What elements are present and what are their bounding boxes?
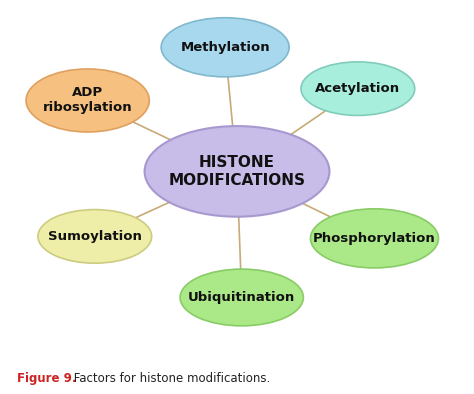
Text: Phosphorylation: Phosphorylation <box>313 232 436 245</box>
Text: Acetylation: Acetylation <box>315 82 401 95</box>
Text: ADP
ribosylation: ADP ribosylation <box>43 86 133 115</box>
Text: Methylation: Methylation <box>180 41 270 54</box>
Ellipse shape <box>180 269 303 326</box>
Ellipse shape <box>145 126 329 217</box>
Ellipse shape <box>26 69 149 132</box>
Ellipse shape <box>310 209 438 268</box>
Ellipse shape <box>38 210 152 263</box>
Text: HISTONE
MODIFICATIONS: HISTONE MODIFICATIONS <box>168 154 306 188</box>
Ellipse shape <box>301 62 415 115</box>
Text: Sumoylation: Sumoylation <box>48 230 142 243</box>
Text: Ubiquitination: Ubiquitination <box>188 291 295 304</box>
Text: Figure 9.: Figure 9. <box>17 372 76 385</box>
Ellipse shape <box>161 18 289 77</box>
Text: Factors for histone modifications.: Factors for histone modifications. <box>70 372 270 385</box>
